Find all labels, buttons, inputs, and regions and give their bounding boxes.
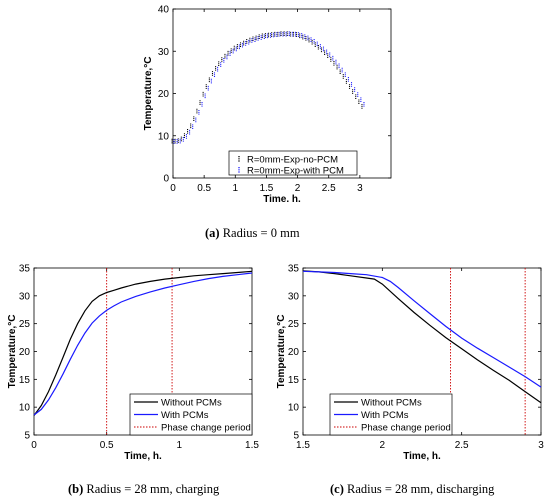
- x-tick-label: 0: [31, 440, 37, 451]
- legend-box: [228, 150, 358, 176]
- legend-label: R=0mm-Exp-no-PCM: [247, 155, 338, 166]
- y-tick-label: 5: [293, 431, 299, 442]
- legend-label: Without PCMs: [361, 398, 422, 409]
- y-axis-label: Temperature,°C: [276, 315, 287, 389]
- x-tick-label: 1.5: [296, 440, 310, 451]
- x-tick-label: 1.5: [245, 440, 259, 451]
- panel-b: 0 0.5 1 1.5 5 10 15 20 25 30 35 Time, h. Temperature…: [7, 264, 259, 463]
- y-tick-label: 10: [158, 131, 170, 142]
- caption-c-text: Radius = 28 mm, discharging: [343, 482, 495, 496]
- x-tick-label: 2.5: [322, 183, 336, 194]
- series-line: [33, 270, 253, 416]
- x-tick-label: 3: [357, 183, 363, 194]
- y-tick-label: 35: [19, 264, 31, 275]
- x-axis-label: Time, h.: [403, 451, 441, 462]
- y-tick-label: 5: [24, 431, 30, 442]
- y-tick-label: 35: [288, 264, 300, 275]
- legend-label: With PCMs: [161, 410, 209, 421]
- x-axis-label: Time, h.: [124, 451, 162, 462]
- x-tick-label: 2.5: [455, 440, 469, 451]
- y-tick-label: 30: [158, 47, 170, 58]
- y-tick-label: 15: [288, 375, 300, 386]
- legend-label: Phase change period: [361, 423, 451, 434]
- x-tick-label: 0: [170, 183, 176, 194]
- caption-a-text: Radius = 0 mm: [219, 226, 300, 240]
- caption-b-text: Radius = 28 mm, charging: [83, 482, 220, 496]
- y-axis-label: Temperature,°C: [7, 315, 18, 389]
- x-tick-label: 2: [380, 440, 386, 451]
- series-line: [302, 270, 542, 388]
- y-tick-label: 40: [158, 5, 170, 16]
- y-tick-label: 25: [19, 319, 31, 330]
- caption-b-label: (b): [68, 482, 84, 496]
- y-tick-label: 20: [19, 347, 31, 358]
- series-line: [33, 272, 253, 416]
- caption-a: (a) Radius = 0 mm: [205, 226, 300, 241]
- caption-c-label: (c): [330, 482, 344, 496]
- legend-label: Phase change period: [161, 423, 251, 434]
- y-tick-label: 10: [19, 403, 31, 414]
- caption-b: (b) Radius = 28 mm, charging: [68, 482, 219, 497]
- y-tick-label: 15: [19, 375, 31, 386]
- caption-a-label: (a): [205, 226, 220, 240]
- legend-label: R=0mm-Exp-with PCM: [247, 166, 344, 177]
- x-tick-label: 2: [295, 183, 301, 194]
- x-axis-label: Time. h.: [263, 194, 301, 205]
- legend-label: Without PCMs: [161, 398, 222, 409]
- x-tick-label: 0.5: [197, 183, 211, 194]
- y-axis-label: Temperature,°C: [143, 57, 154, 131]
- y-tick-label: 20: [158, 89, 170, 100]
- x-tick-label: 1: [233, 183, 239, 194]
- caption-c: (c) Radius = 28 mm, discharging: [330, 482, 494, 497]
- y-tick-label: 10: [288, 403, 300, 414]
- x-tick-label: 1: [177, 440, 183, 451]
- x-tick-label: 0.5: [100, 440, 114, 451]
- series-line: [302, 270, 542, 404]
- x-tick-label: 3: [538, 440, 544, 451]
- legend-label: With PCMs: [361, 410, 409, 421]
- y-tick-label: 0: [163, 174, 169, 185]
- y-tick-label: 30: [288, 291, 300, 302]
- y-tick-label: 30: [19, 291, 31, 302]
- x-tick-label: 1.5: [259, 183, 273, 194]
- y-tick-label: 20: [288, 347, 300, 358]
- y-tick-label: 25: [288, 319, 300, 330]
